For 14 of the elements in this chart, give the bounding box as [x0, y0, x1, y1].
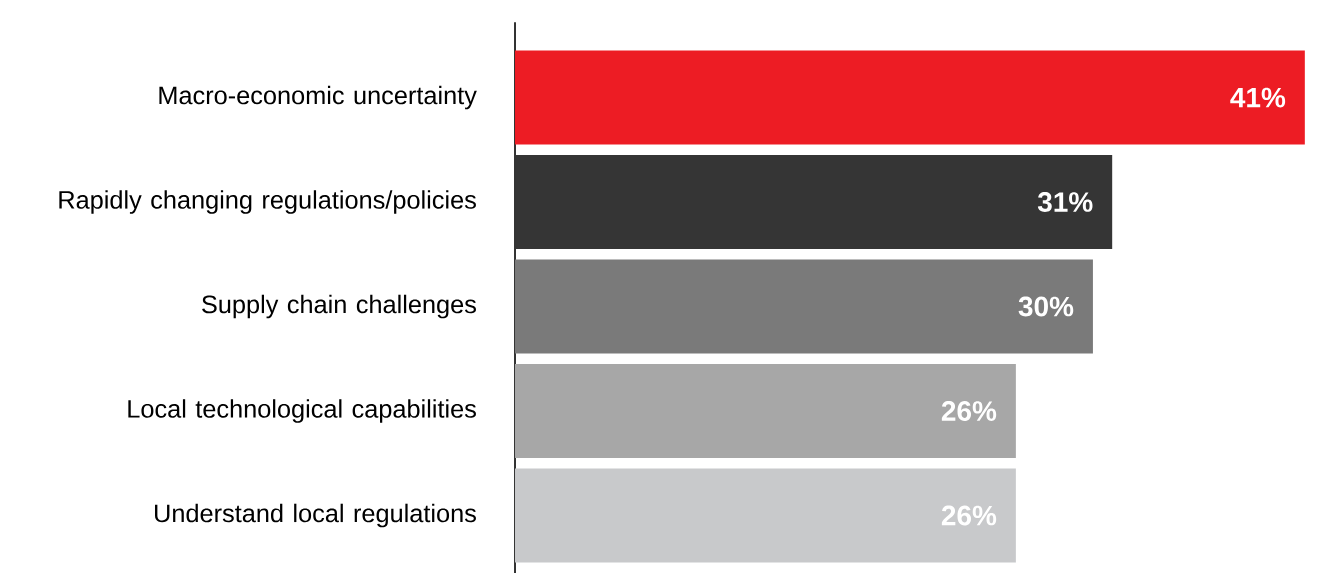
bar — [515, 468, 1016, 563]
y-tick-label: Local technological capabilities — [128, 399, 476, 423]
bar — [515, 364, 1016, 459]
data-label: 31% — [1037, 192, 1093, 212]
y-tick-label: Macro-economic uncertainty — [159, 85, 477, 110]
bar — [515, 259, 1093, 354]
y-tick-label: Understand local regulations — [155, 503, 476, 528]
bar — [515, 50, 1305, 145]
bar — [515, 155, 1113, 250]
y-tick-label: Supply chain challenges — [202, 294, 476, 319]
data-label: 41% — [1230, 87, 1286, 108]
data-label: 26% — [941, 401, 997, 421]
y-tick-label: Rapidly changing regulations/policies — [59, 190, 476, 214]
data-label: 30% — [1018, 296, 1074, 317]
